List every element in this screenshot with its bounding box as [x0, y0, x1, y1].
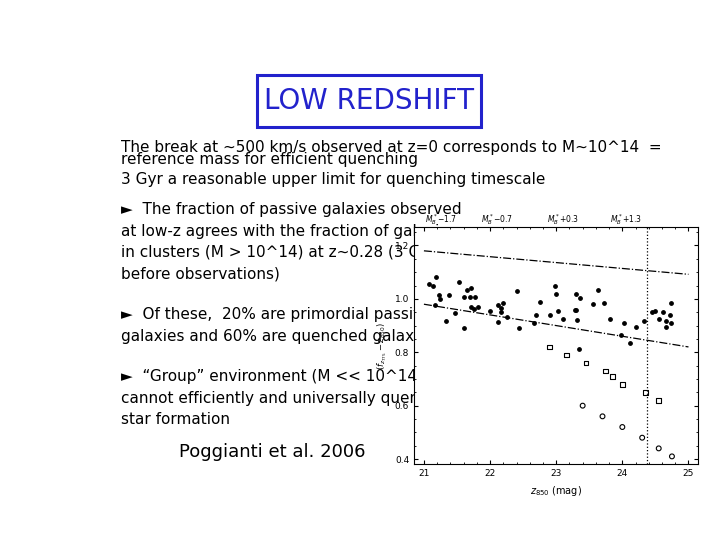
Point: [630, 322, 642, 331]
Point: [430, 300, 441, 309]
Point: [571, 290, 582, 299]
Point: [574, 294, 585, 302]
Text: star formation: star formation: [121, 413, 230, 427]
Point: [495, 307, 507, 316]
Text: Poggianti et al. 2006: Poggianti et al. 2006: [179, 443, 366, 461]
X-axis label: $z_{850}\ \rm{(mag)}$: $z_{850}\ \rm{(mag)}$: [530, 484, 582, 498]
Point: [636, 434, 648, 442]
Point: [449, 309, 461, 318]
Point: [501, 312, 513, 321]
Text: $M_B^*{+}0.3$: $M_B^*{+}0.3$: [546, 212, 579, 227]
Point: [464, 293, 476, 302]
Point: [511, 287, 523, 295]
Point: [665, 299, 677, 307]
Point: [492, 301, 504, 309]
Point: [534, 298, 546, 306]
Point: [443, 291, 454, 300]
Point: [616, 380, 628, 389]
Point: [472, 303, 484, 312]
Text: $M_B^*{-}0.7$: $M_B^*{-}0.7$: [481, 212, 513, 227]
Point: [560, 350, 572, 359]
Point: [616, 330, 627, 339]
Point: [624, 339, 636, 347]
Point: [618, 319, 629, 327]
Y-axis label: $(f_{z_{775}} - z_{850})$: $(f_{z_{775}} - z_{850})$: [376, 321, 390, 370]
Point: [653, 396, 665, 404]
Text: before observations): before observations): [121, 267, 279, 282]
Point: [665, 318, 677, 327]
Text: galaxies and 60% are quenched galaxies: galaxies and 60% are quenched galaxies: [121, 329, 436, 344]
Point: [430, 273, 441, 281]
Point: [423, 280, 435, 288]
Point: [530, 310, 541, 319]
Point: [468, 305, 480, 313]
Text: $M_B^*{-}1.7$: $M_B^*{-}1.7$: [425, 212, 456, 227]
FancyBboxPatch shape: [258, 75, 481, 127]
Point: [544, 311, 556, 320]
Point: [469, 293, 480, 301]
Point: [580, 359, 592, 367]
Point: [462, 286, 473, 294]
Point: [649, 307, 661, 315]
Point: [571, 315, 582, 324]
Point: [441, 317, 452, 326]
Point: [600, 367, 611, 375]
Point: [577, 401, 588, 410]
Point: [557, 315, 569, 323]
Point: [465, 284, 477, 292]
Point: [653, 315, 665, 323]
Text: The break at ~500 km/s observed at z=0 corresponds to M~10^14  =: The break at ~500 km/s observed at z=0 c…: [121, 140, 661, 154]
Text: $M_B^*{+}1.3$: $M_B^*{+}1.3$: [610, 212, 642, 227]
Point: [666, 452, 678, 461]
Text: ►  “Group” environment (M << 10^14): ► “Group” environment (M << 10^14): [121, 369, 423, 384]
Point: [597, 412, 608, 421]
Text: ►  The fraction of passive galaxies observed: ► The fraction of passive galaxies obser…: [121, 202, 462, 217]
Point: [496, 303, 508, 312]
Point: [646, 307, 657, 316]
Point: [465, 303, 477, 312]
Point: [587, 299, 598, 308]
Point: [616, 423, 628, 431]
Text: in clusters (M > 10^14) at z~0.28 (3 Gyr: in clusters (M > 10^14) at z~0.28 (3 Gyr: [121, 245, 436, 260]
Point: [573, 345, 585, 353]
Point: [454, 277, 465, 286]
Point: [607, 372, 618, 381]
Point: [653, 444, 665, 453]
Point: [544, 342, 555, 351]
Text: LOW REDSHIFT: LOW REDSHIFT: [264, 87, 474, 115]
Point: [639, 316, 650, 325]
Point: [458, 292, 469, 301]
Point: [570, 306, 582, 314]
Point: [484, 307, 495, 316]
Point: [598, 299, 610, 307]
Point: [664, 311, 675, 320]
Point: [498, 299, 509, 308]
Point: [551, 290, 562, 299]
Point: [492, 318, 504, 326]
Text: at low-z agrees with the fraction of galaxies: at low-z agrees with the fraction of gal…: [121, 224, 456, 239]
Text: reference mass for efficient quenching: reference mass for efficient quenching: [121, 152, 418, 167]
Point: [458, 323, 469, 332]
Point: [660, 316, 671, 325]
Point: [433, 291, 444, 300]
Point: [552, 307, 563, 316]
Point: [569, 306, 580, 315]
Point: [435, 294, 446, 303]
Point: [427, 282, 438, 291]
Text: ►  Of these,  20% are primordial passive: ► Of these, 20% are primordial passive: [121, 307, 431, 322]
Point: [528, 319, 540, 327]
Point: [605, 315, 616, 323]
Text: cannot efficiently and universally quench: cannot efficiently and universally quenc…: [121, 391, 437, 406]
Point: [513, 323, 525, 332]
Point: [593, 286, 604, 294]
Point: [640, 388, 652, 397]
Text: 3 Gyr a reasonable upper limit for quenching timescale: 3 Gyr a reasonable upper limit for quenc…: [121, 172, 545, 187]
Point: [549, 281, 561, 290]
Point: [657, 308, 669, 316]
Point: [660, 323, 672, 332]
